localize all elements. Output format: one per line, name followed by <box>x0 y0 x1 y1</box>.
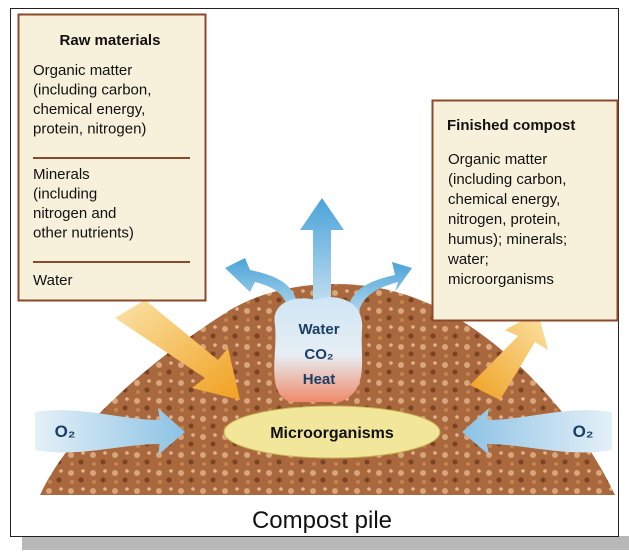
box-text: other nutrients) <box>33 225 134 242</box>
caption: Compost pile <box>252 507 392 534</box>
box-text: chemical energy, <box>448 191 560 208</box>
box-text: (including carbon, <box>448 171 566 188</box>
output-label: CO₂ <box>304 346 333 363</box>
box-text: (including <box>33 186 97 203</box>
box-text: humus); minerals; <box>448 231 567 248</box>
shadow <box>22 536 629 550</box>
box-title: Raw materials <box>60 32 161 49</box>
microorganisms-label: Microorganisms <box>270 425 394 442</box>
box-text: Water <box>33 272 72 289</box>
oxygen-label: O₂ <box>573 422 594 441</box>
box-text: (including carbon, <box>33 82 151 99</box>
box-text: protein, nitrogen) <box>33 121 146 138</box>
diagram: Raw materials Finished compost Microorga… <box>0 0 629 550</box>
box-text: Minerals <box>33 166 90 183</box>
box-text: chemical energy, <box>33 101 145 118</box>
output-label: Heat <box>303 371 336 388</box>
box-text: nitrogen and <box>33 205 116 222</box>
oxygen-label: O₂ <box>55 422 76 441</box>
box-text: water; <box>447 251 489 268</box>
box-text: nitrogen, protein, <box>448 211 561 228</box>
box-text: Organic matter <box>448 151 547 168</box>
output-label: Water <box>298 321 339 338</box>
box-text: microorganisms <box>448 271 554 288</box>
box-text: Organic matter <box>33 62 132 79</box>
box-title: Finished compost <box>447 117 575 134</box>
